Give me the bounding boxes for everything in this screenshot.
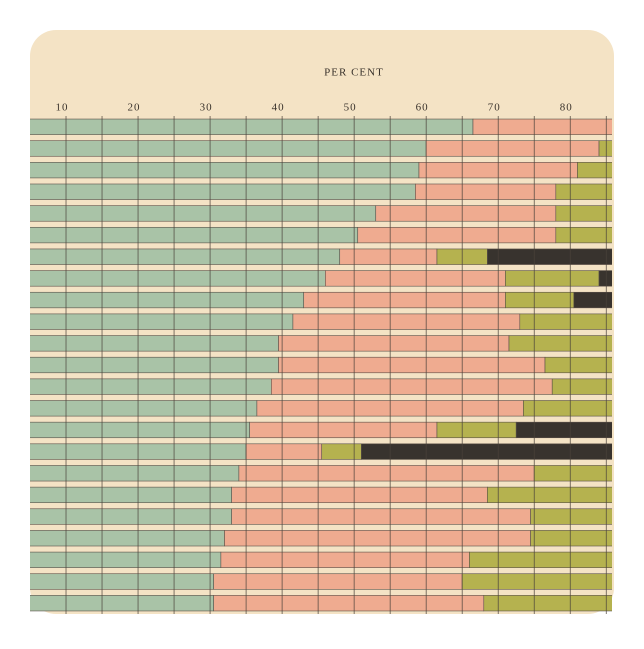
bar-segment xyxy=(30,226,359,244)
bar-segment xyxy=(30,313,294,330)
plot-area xyxy=(30,116,612,614)
bar-segment xyxy=(238,465,535,482)
bar-segment xyxy=(249,421,438,439)
bar-segment xyxy=(505,291,575,309)
bar-segment xyxy=(519,313,612,330)
bar-segment xyxy=(30,551,222,568)
x-tick-label: 70 xyxy=(488,102,501,114)
bar-segment xyxy=(30,270,326,287)
bar-segment xyxy=(278,335,510,352)
bar-segment xyxy=(220,551,470,568)
x-tick-label: 60 xyxy=(416,102,429,114)
x-tick-label: 20 xyxy=(128,102,141,114)
bar-segment xyxy=(461,573,612,590)
bar-segment xyxy=(483,595,612,612)
bar-segment xyxy=(213,573,463,590)
bar-segment xyxy=(270,378,553,395)
bar-segment xyxy=(472,118,612,135)
bar-segment xyxy=(30,248,341,265)
bar-segment xyxy=(555,183,612,200)
bar-segment xyxy=(30,183,416,200)
bar-segment xyxy=(515,421,612,439)
bar-segment xyxy=(375,205,557,222)
bar-segment xyxy=(30,421,250,439)
bar-segment xyxy=(357,226,557,244)
bar-segment xyxy=(245,443,323,460)
bar-segment xyxy=(487,486,612,504)
bar-segment xyxy=(30,400,258,417)
bar-segment xyxy=(30,291,305,309)
bar-segment xyxy=(469,551,612,568)
bar-segment xyxy=(30,486,232,504)
x-tick-label: 40 xyxy=(272,102,285,114)
bar-segment xyxy=(30,595,214,612)
bar-segment xyxy=(523,400,612,417)
bar-segment xyxy=(325,270,506,287)
bar-segment xyxy=(30,140,427,157)
bar-segment xyxy=(30,118,474,135)
bar-segment xyxy=(436,421,517,439)
bar-segment xyxy=(231,486,488,504)
bar-segment xyxy=(30,443,247,460)
bar-segment xyxy=(213,595,485,612)
bar-segment xyxy=(415,183,557,200)
bar-segment xyxy=(30,530,225,547)
axis-title: PER CENT xyxy=(324,67,384,79)
bar-segment xyxy=(425,140,600,157)
bar-segment xyxy=(505,270,600,287)
bar-segment xyxy=(30,508,232,525)
x-tick-label: 50 xyxy=(344,102,357,114)
x-tick-label: 30 xyxy=(200,102,213,114)
bar-segment xyxy=(30,573,214,590)
bar-segment xyxy=(577,162,612,179)
bar-segment xyxy=(361,443,612,460)
bar-segment xyxy=(292,313,521,330)
bar-segment xyxy=(30,205,377,222)
bar-segment xyxy=(231,508,531,525)
bar-segment xyxy=(533,465,612,482)
bar-segment xyxy=(278,356,546,374)
bar-segment xyxy=(598,140,612,157)
bar-segment xyxy=(544,356,612,374)
bar-segment xyxy=(30,335,279,352)
bar-segment xyxy=(303,291,506,309)
bar-segment xyxy=(30,162,420,179)
bar-segment xyxy=(321,443,362,460)
bar-segment xyxy=(30,465,240,482)
x-tick-label: 10 xyxy=(56,102,69,114)
bar-segment xyxy=(508,335,612,352)
bar-segment xyxy=(598,270,612,287)
bar-segment xyxy=(30,378,272,395)
x-tick-label: 80 xyxy=(560,102,573,114)
bar-segment xyxy=(555,226,612,244)
bar-segment xyxy=(555,205,612,222)
bar-segment xyxy=(30,356,279,374)
bar-segment xyxy=(530,508,612,525)
bar-segment xyxy=(573,291,612,309)
bar-segment xyxy=(530,530,612,547)
bar-segment xyxy=(551,378,612,395)
bar-segment xyxy=(487,248,612,265)
bar-segment xyxy=(224,530,531,547)
